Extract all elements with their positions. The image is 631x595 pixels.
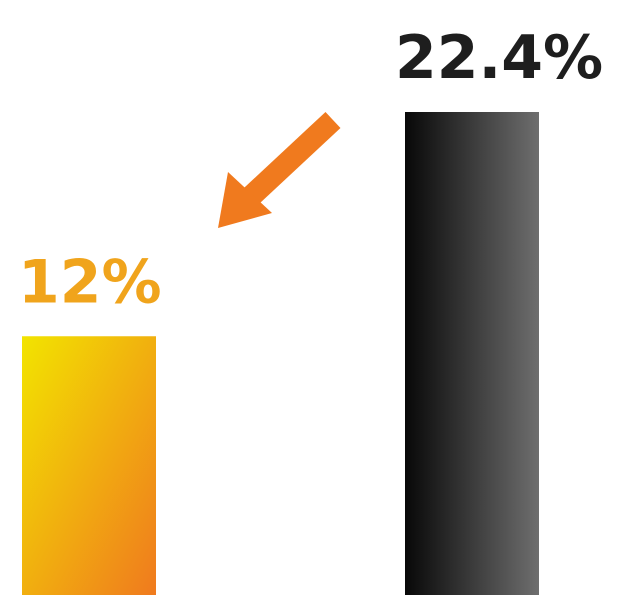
value-label: 22.4% xyxy=(395,23,603,93)
arrow xyxy=(218,111,341,228)
bar xyxy=(405,112,539,595)
value-label: 12% xyxy=(18,247,162,317)
bar xyxy=(22,336,156,595)
